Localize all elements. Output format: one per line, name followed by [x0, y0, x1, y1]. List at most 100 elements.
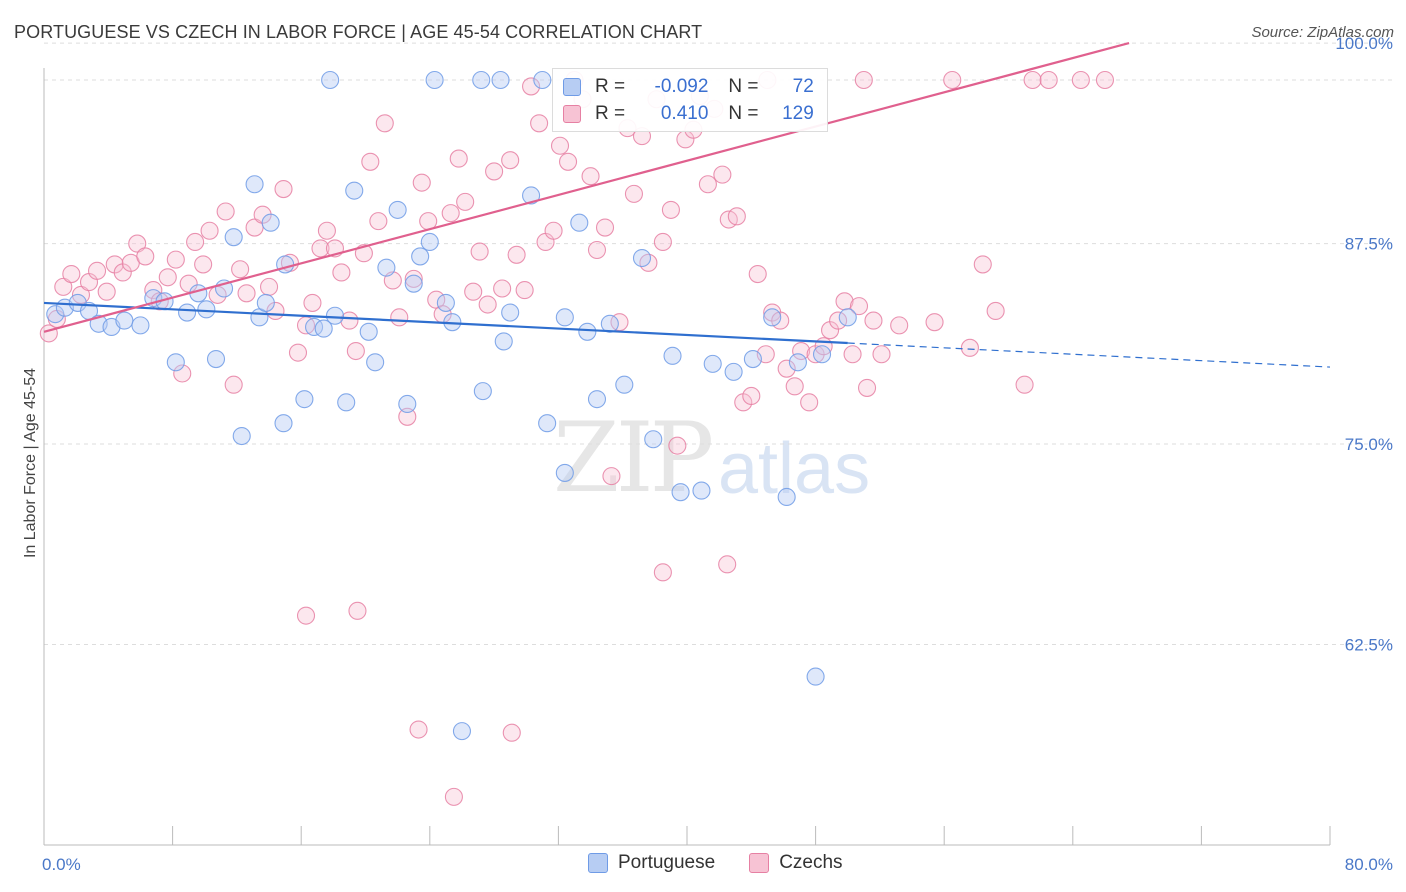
portuguese-point [337, 393, 356, 412]
legend-label-portuguese: Portuguese [618, 852, 716, 873]
czechs-point [792, 341, 811, 361]
portuguese-point [274, 414, 293, 433]
czechs-point [317, 221, 336, 240]
portuguese-point [632, 248, 652, 268]
czechs-point [231, 260, 250, 279]
czechs-point [390, 308, 409, 327]
portuguese-point [276, 255, 295, 274]
czechs-point [829, 311, 848, 330]
portuguese-point [261, 213, 280, 232]
czechs-point [200, 221, 219, 240]
czechs-point [194, 255, 213, 274]
portuguese-point [724, 362, 743, 381]
r-label: R = [595, 103, 626, 124]
portuguese-point [377, 258, 396, 277]
portuguese-points [46, 70, 857, 741]
portuguese-point [314, 319, 333, 338]
portuguese-point [644, 430, 663, 449]
portuguese-point [388, 200, 407, 219]
portuguese-point [197, 300, 216, 319]
czechs-point [742, 386, 761, 405]
portuguese-point [788, 353, 807, 372]
portuguese-point [232, 426, 251, 446]
legend-item-czechs[interactable]: Czechs [749, 852, 843, 874]
czechs-point [296, 606, 316, 625]
czechs-point [303, 293, 322, 312]
czechs-point [748, 265, 767, 284]
y-axis-label: In Labor Force | Age 45-54 [22, 368, 39, 558]
czechs-point [136, 247, 155, 266]
portuguese-point [570, 213, 589, 232]
portuguese-point [587, 390, 607, 409]
portuguese-point [522, 186, 541, 205]
czechs-point [785, 377, 804, 396]
portuguese-point [600, 314, 619, 333]
czechs-point [849, 297, 869, 316]
czechs-point [87, 261, 107, 280]
czechs-point [698, 175, 717, 194]
czechs-point [441, 204, 460, 223]
czechs-point [340, 311, 359, 330]
chart-title: PORTUGUESE VS CZECH IN LABOR FORCE | AGE… [14, 22, 703, 42]
czechs-point [653, 232, 672, 252]
portuguese-point [663, 346, 682, 365]
czechs-point [624, 184, 644, 203]
portuguese-point [472, 70, 491, 90]
czechs-point [507, 245, 526, 264]
watermark-atlas: atlas [718, 429, 871, 509]
czechs-point [375, 114, 394, 133]
czechs-point [1071, 70, 1090, 90]
czechs-point [973, 255, 992, 274]
portuguese-point [345, 181, 364, 200]
czechs-point [456, 192, 475, 211]
czechs-point [444, 787, 463, 806]
czechs-point [943, 70, 962, 90]
n-value: 72 [792, 76, 814, 97]
portuguese-point [366, 353, 385, 372]
czechs-point [173, 364, 192, 383]
portuguese-point [166, 353, 185, 372]
czechs-point [493, 279, 512, 298]
czechs-point [259, 277, 279, 296]
czechs-point [398, 407, 417, 426]
czechs-point [550, 136, 570, 155]
czechs-point [1095, 70, 1114, 90]
czechs-point [412, 173, 431, 192]
czechs-point [311, 239, 330, 258]
legend-row-portuguese: R = -0.092 N = 72 [563, 75, 814, 99]
portuguese-point [436, 293, 455, 312]
series-legend: Portuguese Czechs [588, 852, 877, 874]
legend-item-portuguese[interactable]: Portuguese [588, 852, 715, 874]
portuguese-point [245, 175, 264, 194]
axis-labels: 62.5% 75.0% 87.5% 100.0% 0.0% 80.0% In Labor F… [22, 34, 1393, 874]
axes [43, 68, 1331, 846]
portuguese-point [295, 390, 314, 409]
x-tick-label: 0.0% [42, 855, 81, 874]
czechs-point [530, 114, 549, 133]
portuguese-point [494, 332, 513, 351]
czechs-point [62, 265, 81, 284]
portuguese-point [473, 382, 492, 401]
portuguese-swatch [563, 78, 581, 96]
n-value: 129 [782, 103, 814, 124]
portuguese-trend-extension [847, 342, 1331, 368]
portuguese-point [131, 316, 150, 335]
czechs-point [54, 277, 73, 296]
czechs-point [515, 281, 534, 300]
czechs-point [843, 345, 862, 364]
portuguese-point [398, 394, 417, 414]
portuguese-point [533, 70, 552, 90]
czechs-point [800, 393, 819, 412]
czechs-point [668, 436, 687, 455]
portuguese-point [743, 350, 762, 369]
portuguese-point [206, 350, 226, 369]
portuguese-point [838, 308, 857, 327]
legend-row-czechs: R = 0.410 N = 129 [563, 102, 814, 126]
czechs-point [348, 601, 367, 620]
czechs-point [470, 242, 489, 261]
czechs-point [237, 284, 256, 303]
czechs-point [501, 151, 520, 170]
portuguese-point [46, 305, 65, 324]
portuguese-point [256, 293, 275, 312]
czechs-point [718, 555, 737, 574]
